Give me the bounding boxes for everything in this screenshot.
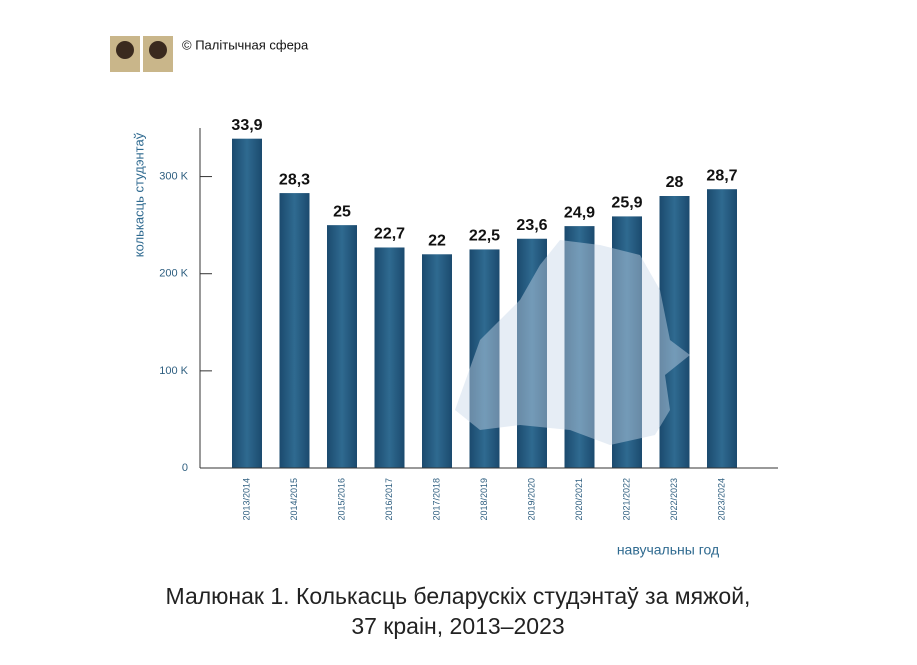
data-label: 25 — [333, 203, 351, 220]
data-label: 33,9 — [231, 117, 262, 134]
data-label: 25,9 — [611, 195, 642, 212]
x-tick-label: 2015/2016 — [336, 478, 346, 521]
x-tick-label: 2013/2014 — [241, 478, 251, 521]
x-tick-label: 2023/2024 — [716, 478, 726, 521]
bar — [469, 249, 500, 468]
bar — [232, 138, 262, 468]
data-label: 28 — [666, 174, 684, 191]
logo — [110, 36, 173, 72]
data-label: 24,9 — [564, 204, 595, 221]
data-label: 22,7 — [374, 226, 405, 243]
y-tick-label: 0 — [182, 462, 188, 474]
bar — [707, 189, 737, 468]
x-tick-label: 2016/2017 — [384, 478, 394, 521]
x-tick-label: 2018/2019 — [479, 478, 489, 521]
bar — [659, 196, 690, 468]
bar — [517, 238, 547, 468]
bar — [327, 225, 357, 468]
x-axis-label: навучальны год — [617, 542, 719, 558]
bar — [374, 247, 405, 468]
data-label: 22,5 — [469, 228, 500, 245]
bar — [612, 216, 642, 468]
x-tick-label: 2020/2021 — [574, 478, 584, 521]
data-label: 22 — [428, 233, 446, 250]
chart-title: Малюнак 1. Колькасць беларускіх студэнта… — [166, 583, 751, 609]
source: © Палітычная сфера — [182, 37, 309, 52]
y-tick-label: 100 K — [159, 365, 188, 377]
data-label: 28,3 — [279, 171, 310, 188]
y-tick-label: 300 K — [159, 170, 188, 182]
bar — [422, 254, 452, 468]
y-tick-label: 200 K — [159, 268, 188, 280]
x-tick-label: 2019/2020 — [526, 478, 536, 521]
data-label: 23,6 — [516, 217, 547, 234]
chart-title: 37 краін, 2013–2023 — [351, 613, 564, 639]
x-tick-label: 2017/2018 — [431, 478, 441, 521]
x-tick-label: 2022/2023 — [669, 478, 679, 521]
x-tick-label: 2014/2015 — [289, 478, 299, 521]
bar — [564, 226, 595, 468]
data-label: 28,7 — [706, 167, 737, 184]
y-axis-label: колькасць студэнтаў — [131, 132, 146, 257]
bar — [279, 193, 310, 469]
map-silhouette — [455, 240, 690, 445]
x-tick-label: 2021/2022 — [621, 478, 631, 521]
